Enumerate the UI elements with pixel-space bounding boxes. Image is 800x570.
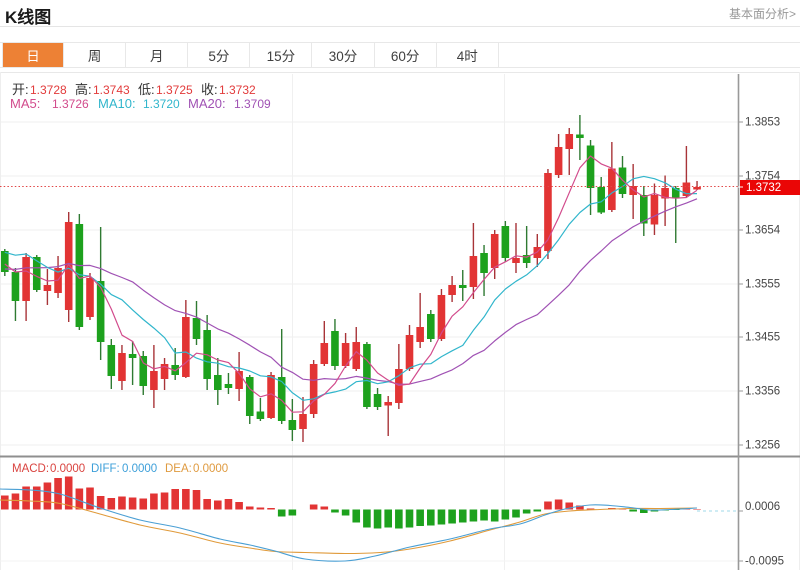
svg-text:收:: 收: (201, 82, 218, 97)
svg-text:1.3728: 1.3728 (30, 83, 67, 97)
svg-text:1.3743: 1.3743 (93, 83, 130, 97)
svg-text:高:: 高: (75, 82, 92, 97)
svg-text:1.3720: 1.3720 (143, 97, 180, 111)
svg-text:DIFF:: DIFF: (91, 463, 120, 475)
svg-text:-0.0095: -0.0095 (745, 556, 784, 568)
svg-text:0.0000: 0.0000 (193, 463, 228, 475)
svg-text:开:: 开: (12, 82, 29, 97)
svg-text:1.3853: 1.3853 (745, 117, 780, 129)
svg-text:1.3732: 1.3732 (746, 182, 781, 194)
svg-text:低:: 低: (138, 82, 155, 97)
svg-text:1.3754: 1.3754 (745, 171, 781, 183)
svg-text:1.3725: 1.3725 (156, 83, 193, 97)
svg-text:0.0000: 0.0000 (122, 463, 157, 475)
svg-text:1.3256: 1.3256 (745, 440, 780, 452)
svg-text:MA5:: MA5: (10, 96, 40, 111)
svg-text:0.0006: 0.0006 (745, 501, 780, 513)
svg-text:1.3709: 1.3709 (234, 97, 271, 111)
svg-text:MA20:: MA20: (188, 96, 226, 111)
svg-text:1.3732: 1.3732 (219, 83, 256, 97)
svg-text:1.3555: 1.3555 (745, 279, 780, 291)
svg-text:MACD:: MACD: (12, 463, 49, 475)
svg-text:MA10:: MA10: (98, 96, 136, 111)
svg-text:DEA:: DEA: (165, 463, 192, 475)
svg-text:1.3654: 1.3654 (745, 225, 781, 237)
svg-text:1.3455: 1.3455 (745, 332, 780, 344)
svg-text:0.0000: 0.0000 (50, 463, 85, 475)
svg-text:1.3356: 1.3356 (745, 386, 780, 398)
svg-text:1.3726: 1.3726 (52, 97, 89, 111)
